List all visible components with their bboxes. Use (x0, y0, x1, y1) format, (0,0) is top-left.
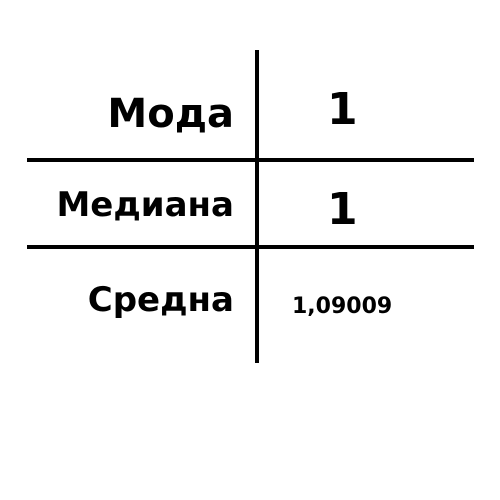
median-value: 1 (327, 184, 358, 235)
mean-value: 1,09009 (292, 294, 393, 319)
horizontal-divider-top (27, 158, 474, 162)
median-label: Медиана (56, 185, 234, 225)
mean-label: Средна (87, 280, 234, 320)
horizontal-divider-bottom (27, 245, 474, 249)
mode-label: Мода (107, 91, 234, 137)
vertical-divider (255, 50, 259, 363)
mode-value: 1 (327, 84, 358, 135)
